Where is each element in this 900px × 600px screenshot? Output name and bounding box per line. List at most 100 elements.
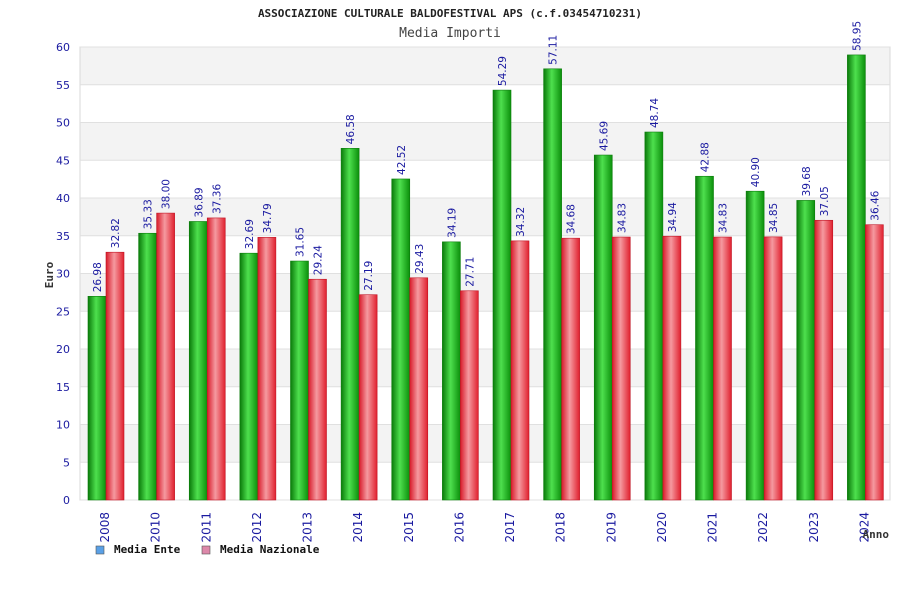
bar-media-nazionale xyxy=(308,278,327,501)
data-label: 31.65 xyxy=(295,227,307,257)
bar-media-nazionale xyxy=(105,251,125,501)
grid-band xyxy=(80,47,890,85)
bar-media-nazionale xyxy=(460,290,479,501)
data-label: 34.19 xyxy=(446,208,458,238)
y-tick-label: 40 xyxy=(56,192,70,205)
grid-band xyxy=(80,122,890,161)
bar-media-ente xyxy=(87,296,107,501)
x-tick-label: 2012 xyxy=(250,512,264,543)
x-tick-label: 2021 xyxy=(706,512,720,543)
y-tick-label: 35 xyxy=(56,230,70,243)
legend: Media Ente Media Nazionale xyxy=(95,543,320,556)
bar-media-ente xyxy=(290,260,309,501)
x-tick-label: 2020 xyxy=(655,512,669,543)
data-labels: 26.98 32.82 35.33 38.00 36.89 37.36 32.69 34.79… xyxy=(92,21,881,292)
x-tick-label: 2011 xyxy=(199,512,213,543)
data-label: 36.46 xyxy=(869,190,881,220)
data-label: 34.85 xyxy=(768,203,780,233)
bar-media-ente xyxy=(239,252,259,501)
y-tick-label: 55 xyxy=(56,79,70,92)
x-tick-label: 2024 xyxy=(857,512,871,543)
chart-title: ASSOCIAZIONE CULTURALE BALDOFESTIVAL APS… xyxy=(258,7,642,20)
y-axis-label: Euro xyxy=(43,261,56,288)
bar-media-ente xyxy=(796,200,816,501)
data-label: 32.69 xyxy=(244,219,256,249)
data-label: 45.69 xyxy=(598,121,610,151)
bar-media-nazionale xyxy=(206,217,226,501)
bar-media-nazionale xyxy=(510,240,530,501)
data-label: 34.83 xyxy=(718,203,730,233)
bar-media-ente xyxy=(340,148,360,501)
legend-label: Media Ente xyxy=(114,543,181,556)
data-label: 54.29 xyxy=(497,56,509,86)
y-axis-ticks: 0 5 10 15 20 25 30 35 40 45 50 55 60 xyxy=(56,41,70,507)
data-label: 58.95 xyxy=(851,21,863,51)
x-tick-label: 2016 xyxy=(452,512,466,543)
data-label: 27.71 xyxy=(464,257,476,287)
x-tick-label: 2023 xyxy=(807,512,821,543)
data-label: 34.83 xyxy=(616,203,628,233)
y-tick-label: 0 xyxy=(63,494,70,507)
bar-media-ente xyxy=(138,232,157,501)
x-axis-label: Anno xyxy=(863,528,890,541)
legend-swatch xyxy=(201,545,211,555)
bar-media-ente xyxy=(188,221,208,501)
bar-media-ente xyxy=(543,68,562,501)
legend-label: Media Nazionale xyxy=(220,543,320,556)
x-tick-label: 2022 xyxy=(756,512,770,543)
data-label: 34.32 xyxy=(515,207,527,237)
y-tick-label: 10 xyxy=(56,419,70,432)
data-label: 35.33 xyxy=(143,199,155,229)
x-axis-ticks: 2008 2010 2011 2012 2013 2014 2015 2016 2017 2018… xyxy=(98,512,871,543)
data-label: 40.90 xyxy=(750,157,762,187)
y-tick-label: 45 xyxy=(56,154,70,167)
x-tick-label: 2010 xyxy=(149,512,163,543)
y-tick-label: 50 xyxy=(56,117,70,130)
bar-media-ente xyxy=(442,241,461,501)
bar-media-nazionale xyxy=(865,224,884,501)
bar-media-nazionale xyxy=(611,236,631,501)
data-label: 42.52 xyxy=(396,145,408,175)
bar-media-ente xyxy=(847,54,866,501)
y-tick-label: 20 xyxy=(56,343,70,356)
bar-media-nazionale xyxy=(662,235,682,501)
bar-media-ente xyxy=(644,131,664,501)
data-label: 27.19 xyxy=(363,261,375,291)
y-tick-label: 15 xyxy=(56,381,70,394)
x-tick-label: 2017 xyxy=(503,512,517,543)
data-label: 26.98 xyxy=(92,262,104,292)
bar-media-ente xyxy=(593,154,613,501)
data-label: 37.05 xyxy=(819,186,831,216)
x-tick-label: 2008 xyxy=(98,512,112,543)
bar-media-nazionale xyxy=(713,236,732,501)
x-tick-label: 2014 xyxy=(351,512,365,543)
data-label: 42.88 xyxy=(700,142,712,172)
data-label: 34.94 xyxy=(667,202,679,232)
bar-media-nazionale xyxy=(358,294,378,501)
data-label: 29.24 xyxy=(313,245,325,275)
x-tick-label: 2018 xyxy=(554,512,568,543)
bar-media-nazionale xyxy=(257,237,277,501)
x-tick-label: 2013 xyxy=(301,512,315,543)
legend-swatch xyxy=(95,545,105,555)
data-label: 34.79 xyxy=(262,203,274,233)
y-tick-label: 25 xyxy=(56,305,70,318)
data-label: 36.89 xyxy=(193,187,205,217)
y-tick-label: 60 xyxy=(56,41,70,54)
data-label: 39.68 xyxy=(801,166,813,196)
data-label: 34.68 xyxy=(566,204,578,234)
bar-media-nazionale xyxy=(814,219,834,501)
chart-subtitle: Media Importi xyxy=(399,26,501,41)
bars xyxy=(87,54,884,501)
data-label: 46.58 xyxy=(345,114,357,144)
data-label: 57.11 xyxy=(548,35,560,65)
bar-media-ente xyxy=(492,89,512,501)
y-tick-label: 30 xyxy=(56,268,70,281)
bar-media-nazionale xyxy=(409,277,429,501)
data-label: 32.82 xyxy=(110,218,122,248)
bar-media-ente xyxy=(391,178,411,501)
bar-media-ente xyxy=(695,175,714,501)
data-label: 38.00 xyxy=(161,179,173,209)
